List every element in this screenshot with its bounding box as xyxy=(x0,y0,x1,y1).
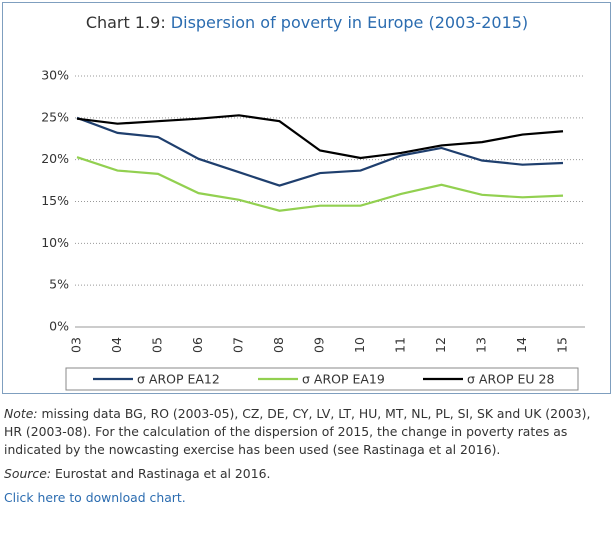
legend-label: σ AROP EA12 xyxy=(137,372,220,387)
x-tick-label: 04 xyxy=(109,337,124,353)
chart-frame: Chart 1.9: Dispersion of poverty in Euro… xyxy=(2,2,611,394)
legend-label: σ AROP EA19 xyxy=(302,372,385,387)
note-text: missing data BG, RO (2003-05), CZ, DE, C… xyxy=(4,406,591,457)
series-line xyxy=(76,116,564,187)
x-tick-label: 07 xyxy=(231,337,246,353)
legend-box xyxy=(65,367,579,391)
source-text: Eurostat and Rastinaga et al 2016. xyxy=(54,466,271,481)
x-tick-label: 10 xyxy=(352,337,367,353)
source: Source: Eurostat and Rastinaga et al 201… xyxy=(4,465,612,483)
y-tick-label: 0% xyxy=(49,319,69,334)
y-tick-label: 20% xyxy=(41,151,69,166)
series-line xyxy=(76,114,564,160)
chart-title: Chart 1.9: Dispersion of poverty in Euro… xyxy=(86,13,528,32)
title-label: Chart 1.9: xyxy=(86,13,166,32)
x-tick-label: 06 xyxy=(190,337,205,353)
note: Note: missing data BG, RO (2003-05), CZ,… xyxy=(4,405,612,459)
y-tick-label: 10% xyxy=(41,235,69,250)
x-tick-label: 08 xyxy=(271,337,286,353)
x-tick-label: 12 xyxy=(433,337,448,353)
x-tick-label: 09 xyxy=(312,337,327,353)
y-tick-label: 5% xyxy=(49,277,69,292)
source-label: Source: xyxy=(4,466,52,481)
y-tick-label: 15% xyxy=(41,193,69,208)
x-tick-label: 05 xyxy=(150,337,165,353)
x-tick-label: 03 xyxy=(69,337,84,353)
notes: Note: missing data BG, RO (2003-05), CZ,… xyxy=(4,405,612,513)
chart: Chart 1.9: Dispersion of poverty in Euro… xyxy=(41,13,585,391)
download-link[interactable]: Click here to download chart. xyxy=(4,490,186,505)
title-text: Dispersion of poverty in Europe (2003-20… xyxy=(171,13,528,32)
legend-label: σ AROP EU 28 xyxy=(467,372,554,387)
series-line xyxy=(76,156,564,212)
x-tick-label: 11 xyxy=(393,337,408,353)
x-tick-label: 13 xyxy=(474,337,489,353)
note-label: Note: xyxy=(4,406,38,421)
y-tick-label: 25% xyxy=(41,109,69,124)
x-tick-label: 15 xyxy=(555,337,570,353)
y-tick-label: 30% xyxy=(41,68,69,83)
x-tick-label: 14 xyxy=(514,337,529,353)
